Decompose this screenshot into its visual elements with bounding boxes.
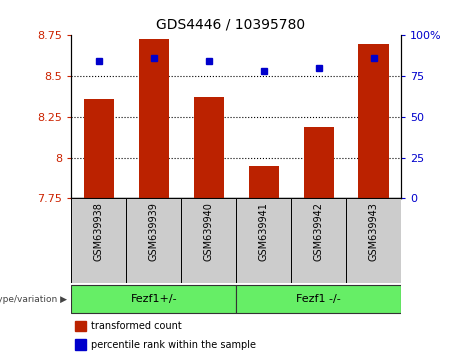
Bar	[84, 99, 114, 198]
Text: GSM639939: GSM639939	[149, 202, 159, 261]
Text: GSM639938: GSM639938	[94, 202, 104, 261]
Bar	[139, 39, 169, 198]
Bar	[71, 198, 126, 283]
Bar	[71, 285, 236, 314]
Bar	[181, 198, 236, 283]
Bar	[75, 320, 86, 331]
Text: percentile rank within the sample: percentile rank within the sample	[91, 339, 256, 350]
Bar	[236, 285, 401, 314]
Text: genotype/variation ▶: genotype/variation ▶	[0, 295, 67, 304]
Bar	[248, 166, 279, 198]
Bar	[291, 198, 346, 283]
Text: GSM639942: GSM639942	[313, 202, 324, 262]
Bar	[303, 127, 334, 198]
Text: GSM639940: GSM639940	[204, 202, 214, 261]
Bar	[194, 97, 224, 198]
Text: GSM639943: GSM639943	[369, 202, 378, 261]
Bar	[359, 44, 389, 198]
Text: GSM639941: GSM639941	[259, 202, 269, 261]
Text: transformed count: transformed count	[91, 321, 182, 331]
Bar	[346, 198, 401, 283]
Bar	[236, 198, 291, 283]
Bar	[126, 198, 181, 283]
Text: Fezf1+/-: Fezf1+/-	[130, 294, 177, 304]
Text: GDS4446 / 10395780: GDS4446 / 10395780	[156, 18, 305, 32]
Text: Fezf1 -/-: Fezf1 -/-	[296, 294, 341, 304]
Bar	[75, 339, 86, 350]
